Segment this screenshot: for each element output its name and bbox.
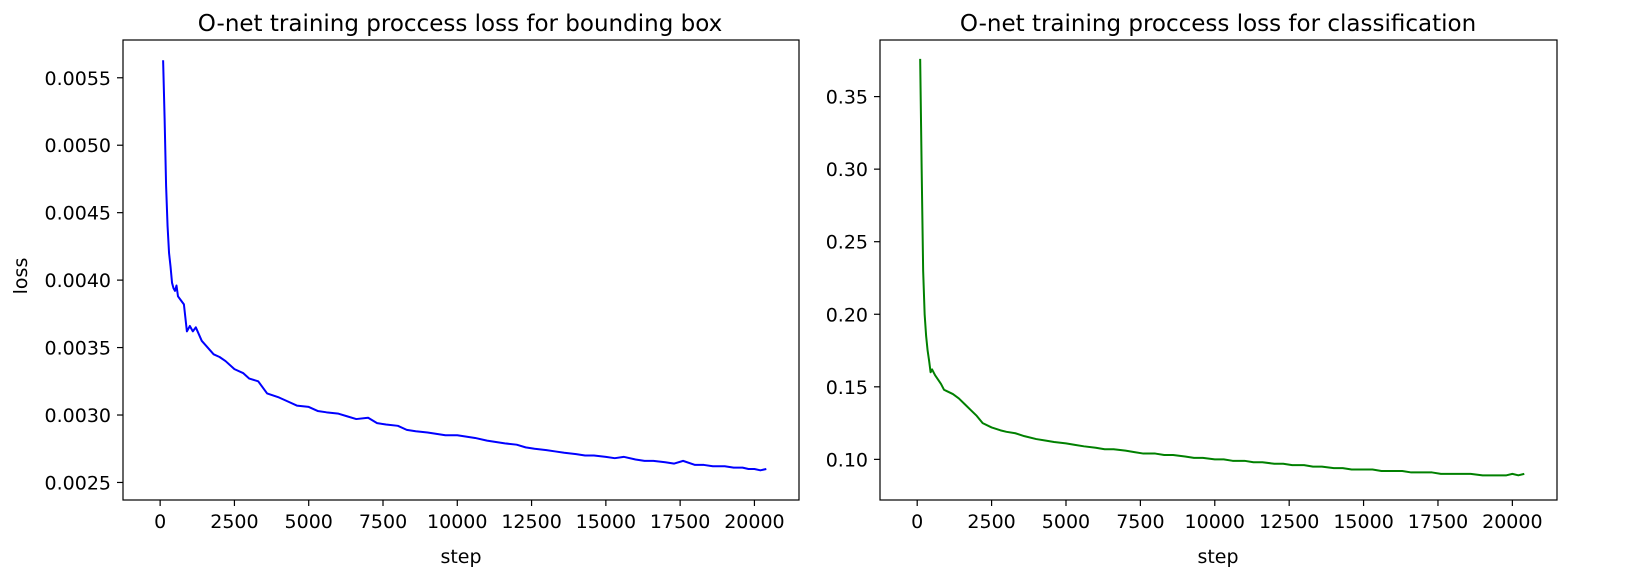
bbox-x-ticks: 0 2500 5000 7500 10000 12500 15000 17500 20000 <box>154 500 785 533</box>
bbox-x-tick-label: 7500 <box>359 511 407 533</box>
bbox-x-tick-label: 15000 <box>576 511 636 533</box>
classification-x-tick-label: 15000 <box>1333 511 1393 533</box>
classification-x-tick-label: 17500 <box>1408 511 1468 533</box>
bbox-x-tick-label: 20000 <box>724 511 784 533</box>
bbox-x-tick-label: 5000 <box>285 511 333 533</box>
classification-x-tick-label: 0 <box>911 511 923 533</box>
bbox-y-tick-label: 0.0025 <box>45 472 111 494</box>
bbox-series-layer <box>162 60 767 472</box>
bbox-y-tick-label: 0.0045 <box>45 203 111 225</box>
classification-loss-chart: O-net training proccess loss for classif… <box>826 11 1558 568</box>
bbox-x-tick-label: 17500 <box>650 511 710 533</box>
classification-chart-title: O-net training proccess loss for classif… <box>960 11 1476 37</box>
classification-plot-frame <box>879 39 1558 501</box>
classification-y-ticks: 0.10 0.15 0.20 0.25 0.30 0.35 <box>826 87 880 471</box>
classification-x-tick-label: 12500 <box>1259 511 1319 533</box>
bbox-plot-frame <box>122 39 800 501</box>
classification-x-tick-label: 5000 <box>1042 511 1090 533</box>
classification-y-tick-label: 0.25 <box>826 232 868 254</box>
classification-x-tick-label: 7500 <box>1116 511 1164 533</box>
bbox-x-tick-label: 2500 <box>210 511 258 533</box>
classification-y-tick-label: 0.30 <box>826 159 868 181</box>
classification-x-tick-label: 10000 <box>1185 511 1245 533</box>
bbox-x-tick-label: 0 <box>154 511 166 533</box>
bbox-y-tick-label: 0.0040 <box>45 270 111 292</box>
classification-series-line-0 <box>919 58 1525 477</box>
bbox-y-axis-label: loss <box>10 258 32 295</box>
classification-x-tick-label: 20000 <box>1482 511 1542 533</box>
classification-y-tick-label: 0.15 <box>826 377 868 399</box>
classification-y-tick-label: 0.35 <box>826 87 868 109</box>
classification-x-tick-label: 2500 <box>967 511 1015 533</box>
bbox-chart-title: O-net training proccess loss for boundin… <box>198 11 722 37</box>
bbox-x-tick-label: 10000 <box>427 511 487 533</box>
classification-x-ticks: 0 2500 5000 7500 10000 12500 15000 17500 20000 <box>911 500 1543 533</box>
classification-x-axis-label: step <box>1197 546 1238 568</box>
bbox-y-tick-label: 0.0035 <box>45 338 111 360</box>
bbox-y-ticks: 0.0025 0.0030 0.0035 0.0040 0.0045 0.0050 0.00… <box>45 68 123 494</box>
bbox-y-tick-label: 0.0030 <box>45 405 111 427</box>
classification-series-layer <box>919 58 1525 477</box>
classification-y-tick-label: 0.10 <box>826 449 868 471</box>
bbox-series-line-0 <box>162 60 767 472</box>
bbox-loss-chart: O-net training proccess loss for boundin… <box>10 11 800 568</box>
bbox-y-tick-label: 0.0050 <box>45 135 111 157</box>
bbox-y-tick-label: 0.0055 <box>45 68 111 90</box>
bbox-x-axis-label: step <box>440 546 481 568</box>
classification-y-tick-label: 0.20 <box>826 304 868 326</box>
bbox-x-tick-label: 12500 <box>501 511 561 533</box>
